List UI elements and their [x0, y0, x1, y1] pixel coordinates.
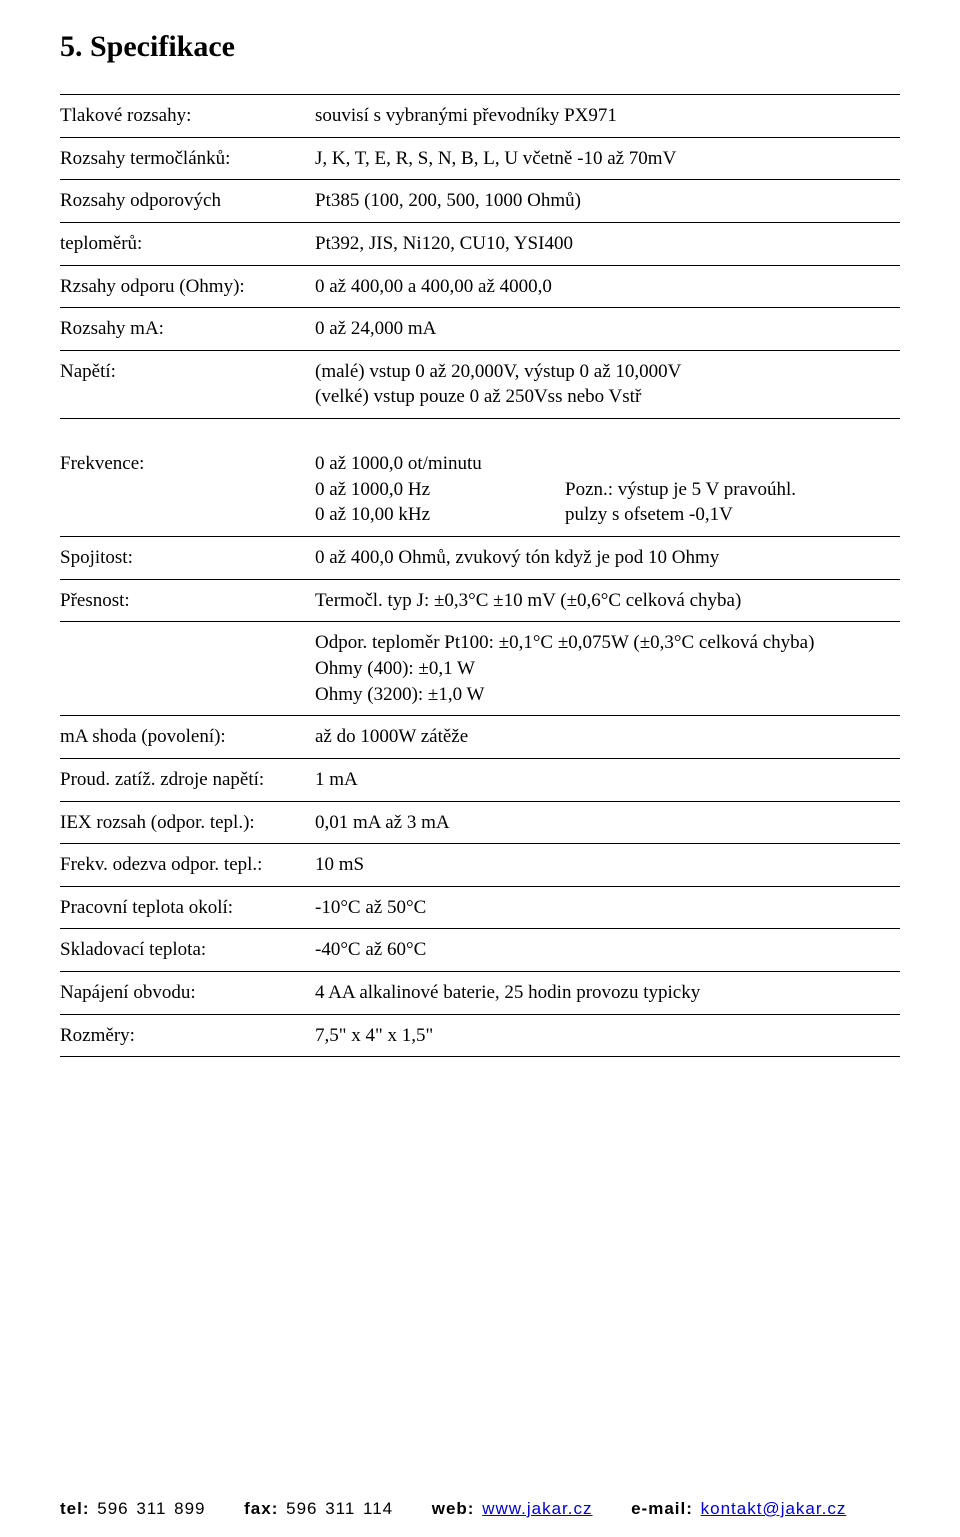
- spec-value: 0 až 400,00 a 400,00 až 4000,0: [315, 274, 900, 300]
- rule: [60, 843, 900, 844]
- spec-value: 0 až 400,0 Ohmů, zvukový tón když je pod…: [315, 545, 900, 571]
- spec-label: Rozměry:: [60, 1023, 315, 1049]
- spec-label: Skladovací teplota:: [60, 937, 315, 963]
- freq-left: 0 až 10,00 kHz: [315, 502, 525, 528]
- spec-label: Tlakové rozsahy:: [60, 103, 315, 129]
- rule: [60, 886, 900, 887]
- rule: [60, 621, 900, 622]
- spec-row: Proud. zatíž. zdroje napětí:1 mA: [60, 767, 900, 793]
- spec-row: teploměrů:Pt392, JIS, Ni120, CU10, YSI40…: [60, 231, 900, 257]
- freq-right: pulzy s ofsetem -0,1V: [565, 502, 900, 528]
- spec-label: Napětí:: [60, 359, 315, 385]
- spec-label: teploměrů:: [60, 231, 315, 257]
- spec-row: Spojitost:0 až 400,0 Ohmů, zvukový tón k…: [60, 545, 900, 571]
- spec-row: Napětí:(malé) vstup 0 až 20,000V, výstup…: [60, 359, 900, 410]
- contact-fax: 596 311 114: [286, 1499, 393, 1518]
- spec-label: Napájení obvodu:: [60, 980, 315, 1006]
- spec-row: Pracovní teplota okolí:-10°C až 50°C: [60, 895, 900, 921]
- rule: [60, 307, 900, 308]
- spec-label: Rozsahy termočlánků:: [60, 146, 315, 172]
- spec-value: 10 mS: [315, 852, 900, 878]
- spec-value: 0 až 24,000 mA: [315, 316, 900, 342]
- rule: [60, 928, 900, 929]
- spec-value: Odpor. teploměr Pt100: ±0,1°C ±0,075W (±…: [315, 630, 900, 707]
- rule: [60, 536, 900, 537]
- rule: [60, 137, 900, 138]
- rule: [60, 418, 900, 419]
- freq-left: 0 až 1000,0 ot/minutu: [315, 451, 525, 477]
- spec-value: -40°C až 60°C: [315, 937, 900, 963]
- spec-row: Přesnost:Termočl. typ J: ±0,3°C ±10 mV (…: [60, 588, 900, 614]
- spec-label: Rozsahy mA:: [60, 316, 315, 342]
- spec-value: Termočl. typ J: ±0,3°C ±10 mV (±0,6°C ce…: [315, 588, 900, 614]
- freq-right: [565, 451, 900, 477]
- spec-value: 4 AA alkalinové baterie, 25 hodin provoz…: [315, 980, 900, 1006]
- spec-label: Spojitost:: [60, 545, 315, 571]
- spec-label: IEX rozsah (odpor. tepl.):: [60, 810, 315, 836]
- spec-row: Rozsahy mA:0 až 24,000 mA: [60, 316, 900, 342]
- section-title: 5. Specifikace: [60, 30, 900, 64]
- contact-tel-label: tel:: [60, 1499, 90, 1518]
- spec-value: J, K, T, E, R, S, N, B, L, U včetně -10 …: [315, 146, 900, 172]
- spec-row: Rozměry:7,5" x 4" x 1,5": [60, 1023, 900, 1049]
- spec-row: Napájení obvodu:4 AA alkalinové baterie,…: [60, 980, 900, 1006]
- spec-row-frekvence: Frekvence: 0 až 1000,0 ot/minutu0 až 100…: [60, 451, 900, 528]
- spec-label: Frekvence:: [60, 451, 315, 477]
- rule: [60, 715, 900, 716]
- spec-value: (malé) vstup 0 až 20,000V, výstup 0 až 1…: [315, 359, 900, 410]
- spec-label: Proud. zatíž. zdroje napětí:: [60, 767, 315, 793]
- spec-label: Pracovní teplota okolí:: [60, 895, 315, 921]
- spec-label: Frekv. odezva odpor. tepl.:: [60, 852, 315, 878]
- contact-email-link[interactable]: kontakt@jakar.cz: [701, 1499, 847, 1518]
- spec-row: IEX rozsah (odpor. tepl.):0,01 mA až 3 m…: [60, 810, 900, 836]
- spec-label: Rozsahy odporových: [60, 188, 315, 214]
- rule: [60, 265, 900, 266]
- rule: [60, 801, 900, 802]
- spec-row: Skladovací teplota:-40°C až 60°C: [60, 937, 900, 963]
- freq-right: Pozn.: výstup je 5 V pravoúhl.: [565, 477, 900, 503]
- spec-value: 0 až 1000,0 ot/minutu0 až 1000,0 Hz Pozn.…: [315, 451, 900, 528]
- contact-web-label: web:: [432, 1499, 475, 1518]
- spec-value: -10°C až 50°C: [315, 895, 900, 921]
- contact-tel: 596 311 899: [97, 1499, 205, 1518]
- rule: [60, 94, 900, 95]
- rule: [60, 1014, 900, 1015]
- spec-value: souvisí s vybranými převodníky PX971: [315, 103, 900, 129]
- spec-row: Tlakové rozsahy:souvisí s vybranými přev…: [60, 103, 900, 129]
- rule: [60, 758, 900, 759]
- rule: [60, 350, 900, 351]
- rule: [60, 222, 900, 223]
- freq-left: 0 až 1000,0 Hz: [315, 477, 525, 503]
- spec-row: Rzsahy odporu (Ohmy):0 až 400,00 a 400,0…: [60, 274, 900, 300]
- rule: [60, 971, 900, 972]
- spec-value: Pt385 (100, 200, 500, 1000 Ohmů): [315, 188, 900, 214]
- spec-value: 0,01 mA až 3 mA: [315, 810, 900, 836]
- spec-row-presnost-detail: Odpor. teploměr Pt100: ±0,1°C ±0,075W (±…: [60, 630, 900, 707]
- spec-row: Frekv. odezva odpor. tepl.:10 mS: [60, 852, 900, 878]
- contact-fax-label: fax:: [244, 1499, 278, 1518]
- rule: [60, 579, 900, 580]
- spec-label: Přesnost:: [60, 588, 315, 614]
- spec-value: 7,5" x 4" x 1,5": [315, 1023, 900, 1049]
- spec-row: Rozsahy odporovýchPt385 (100, 200, 500, …: [60, 188, 900, 214]
- spec-value: 1 mA: [315, 767, 900, 793]
- rule: [60, 1056, 900, 1057]
- spec-row: mA shoda (povolení):až do 1000W zátěže: [60, 724, 900, 750]
- contact-email-label: e-mail:: [631, 1499, 693, 1518]
- contact-web-link[interactable]: www.jakar.cz: [482, 1499, 592, 1518]
- spec-label: mA shoda (povolení):: [60, 724, 315, 750]
- spec-value: Pt392, JIS, Ni120, CU10, YSI400: [315, 231, 900, 257]
- spec-row: Rozsahy termočlánků:J, K, T, E, R, S, N,…: [60, 146, 900, 172]
- spec-value: až do 1000W zátěže: [315, 724, 900, 750]
- rule: [60, 179, 900, 180]
- contact-footer: tel: 596 311 899 fax: 596 311 114 web: w…: [60, 1499, 900, 1519]
- spec-label: Rzsahy odporu (Ohmy):: [60, 274, 315, 300]
